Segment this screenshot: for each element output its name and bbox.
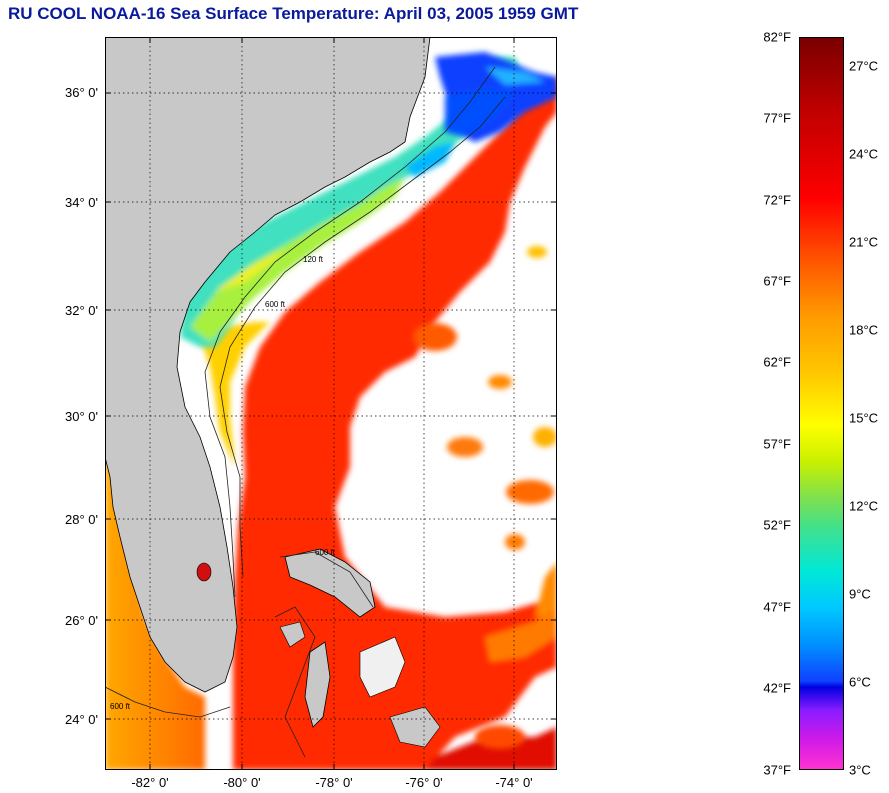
lon-label-78: -78° 0' — [315, 775, 353, 790]
colorbar-c-label-12: 12°C — [849, 498, 879, 514]
lake-okeechobee — [196, 562, 212, 582]
lon-label-82: -82° 0' — [131, 775, 169, 790]
colorbar-f-label-77: 77°F — [763, 110, 791, 126]
map-title: RU COOL NOAA-16 Sea Surface Temperature:… — [8, 4, 579, 23]
colorbar-c-label-3: 3°C — [849, 762, 871, 778]
colorbar-f-label-52: 52°F — [763, 517, 791, 533]
isobath-label-group: 120 ft 600 ft 600 ft 600 ft — [110, 255, 336, 711]
colorbar-f-label-47: 47°F — [763, 599, 791, 615]
colorbar-f-label-67: 67°F — [763, 273, 791, 289]
lat-label-26: 26° 0' — [65, 613, 98, 628]
lat-label-32: 32° 0' — [65, 303, 98, 318]
lat-label-28: 28° 0' — [65, 512, 98, 527]
lon-label-76: -76° 0' — [405, 775, 443, 790]
colorbar-c-label-21: 21°C — [849, 234, 879, 250]
lon-label-74: -74° 0' — [495, 775, 533, 790]
northern-cold-water — [405, 52, 557, 177]
isobath-label-120ft: 120 ft — [303, 255, 324, 264]
colorbar-c-label-6: 6°C — [849, 674, 871, 690]
isobath-contours — [105, 66, 506, 758]
isobath-label-600ft: 600 ft — [265, 300, 286, 309]
axis-ticks — [105, 37, 557, 770]
graticule — [105, 37, 557, 770]
map-frame — [105, 37, 557, 770]
land-mass — [105, 37, 441, 748]
isobath-label-600ft-south: 600 ft — [110, 702, 131, 711]
colorbar-c-label-18: 18°C — [849, 322, 879, 338]
lat-label-34: 34° 0' — [65, 195, 98, 210]
colorbar-f-label-42: 42°F — [763, 680, 791, 696]
colorbar-f-label-72: 72°F — [763, 192, 791, 208]
isobath-label-600ft-bahamas: 600 ft — [315, 548, 336, 557]
colorbar-c-label-15: 15°C — [849, 410, 879, 426]
shelf-cool-water — [180, 57, 520, 347]
temperature-colorbar — [799, 37, 844, 770]
colorbar-f-label-62: 62°F — [763, 354, 791, 370]
colorbar-f-label-82: 82°F — [763, 29, 791, 45]
lat-label-36: 36° 0' — [65, 85, 98, 100]
colorbar-c-label-9: 9°C — [849, 586, 871, 602]
sst-map: 120 ft 600 ft 600 ft 600 ft — [105, 37, 557, 770]
colorbar-c-label-27: 27°C — [849, 58, 879, 74]
lon-label-80: -80° 0' — [223, 775, 261, 790]
lat-label-24: 24° 0' — [65, 712, 98, 727]
colorbar-f-label-37: 37°F — [763, 762, 791, 778]
colorbar-f-label-57: 57°F — [763, 436, 791, 452]
shelf-warm-band — [180, 322, 270, 467]
lat-label-30: 30° 0' — [65, 409, 98, 424]
colorbar-c-label-24: 24°C — [849, 146, 879, 162]
